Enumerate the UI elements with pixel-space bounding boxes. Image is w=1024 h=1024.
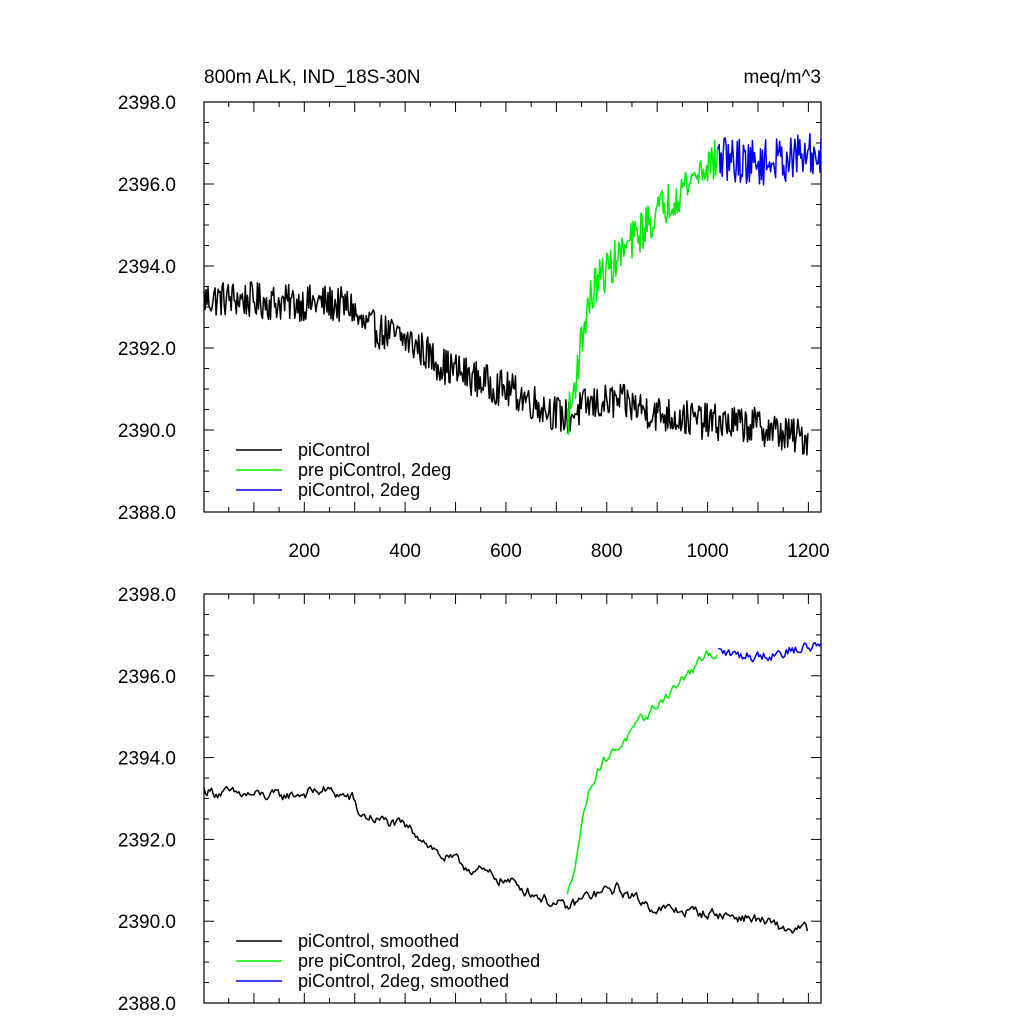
y-tick-label: 2398.0 <box>118 585 176 606</box>
series-line-picontrol-smoothed <box>203 785 809 934</box>
x-tick-label: 400 <box>389 541 421 562</box>
units-label: meq/m^3 <box>743 67 821 88</box>
legend-label: piControl, 2deg, smoothed <box>298 971 509 991</box>
series-line-pre-picontrol-2deg-smoothed <box>566 649 718 895</box>
legend-label: piControl, smoothed <box>298 931 459 951</box>
y-tick-label: 2396.0 <box>118 667 176 688</box>
y-tick-label: 2388.0 <box>118 503 176 524</box>
x-tick-label: 1000 <box>686 541 728 562</box>
x-tick-label: 800 <box>591 541 623 562</box>
y-tick-label: 2398.0 <box>118 93 176 114</box>
y-tick-label: 2388.0 <box>118 994 176 1015</box>
bottom-panel: 2388.0 2390.0 2392.0 2394.0 2396.0 2398.0 piCo… <box>118 585 822 1015</box>
y-tick-label: 2392.0 <box>118 339 176 360</box>
legend-label: pre piControl, 2deg <box>298 460 451 480</box>
y-tick-label: 2390.0 <box>118 912 176 933</box>
series-line-picontrol-2deg <box>717 133 822 186</box>
x-tick-label: 200 <box>288 541 320 562</box>
series-line-picontrol-2deg-smoothed <box>718 641 822 663</box>
chart-title: 800m ALK, IND_18S-30N <box>204 67 421 88</box>
y-tick-label: 2390.0 <box>118 421 176 442</box>
y-tick-label: 2394.0 <box>118 257 176 278</box>
y-tick-label: 2392.0 <box>118 830 176 851</box>
plot-frame <box>203 593 822 1004</box>
top-panel: 2388.0 2390.0 2392.0 2394.0 2396.0 2398.0 200 4… <box>118 93 830 562</box>
legend-label: piControl <box>298 440 370 460</box>
y-tick-label: 2396.0 <box>118 175 176 196</box>
x-tick-label: 1200 <box>787 541 829 562</box>
legend-label: piControl, 2deg <box>298 480 420 500</box>
legend-label: pre piControl, 2deg, smoothed <box>298 951 540 971</box>
x-tick-label: 600 <box>490 541 522 562</box>
series-line-picontrol <box>203 281 809 456</box>
y-tick-label: 2394.0 <box>118 749 176 770</box>
series-line-pre-picontrol-2deg <box>566 139 719 436</box>
